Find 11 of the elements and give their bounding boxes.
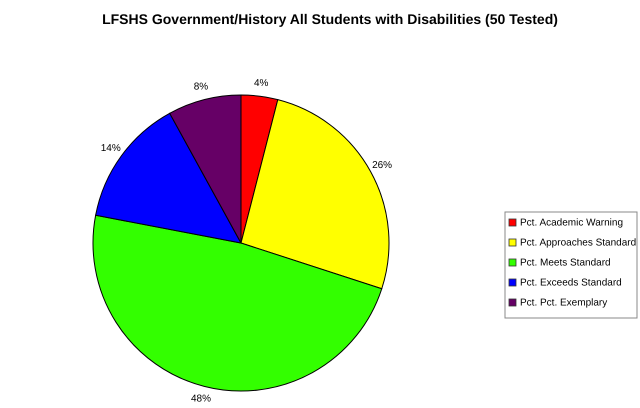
- legend-label: Pct. Pct. Exemplary: [520, 298, 608, 309]
- legend-label: Pct. Exceeds Standard: [520, 278, 622, 289]
- data-label: 8%: [194, 82, 208, 93]
- data-label: 4%: [254, 78, 269, 89]
- legend-label: Pct. Academic Warning: [520, 218, 624, 229]
- legend-label: Pct. Meets Standard: [520, 258, 611, 269]
- legend-label: Pct. Approaches Standard: [520, 238, 636, 249]
- data-label: 26%: [372, 160, 392, 172]
- data-label: 48%: [190, 394, 212, 405]
- data-label: 14%: [100, 143, 121, 154]
- chart-title: LFSHS Government/History All Students with Disabilities (50 Tested): [102, 11, 558, 27]
